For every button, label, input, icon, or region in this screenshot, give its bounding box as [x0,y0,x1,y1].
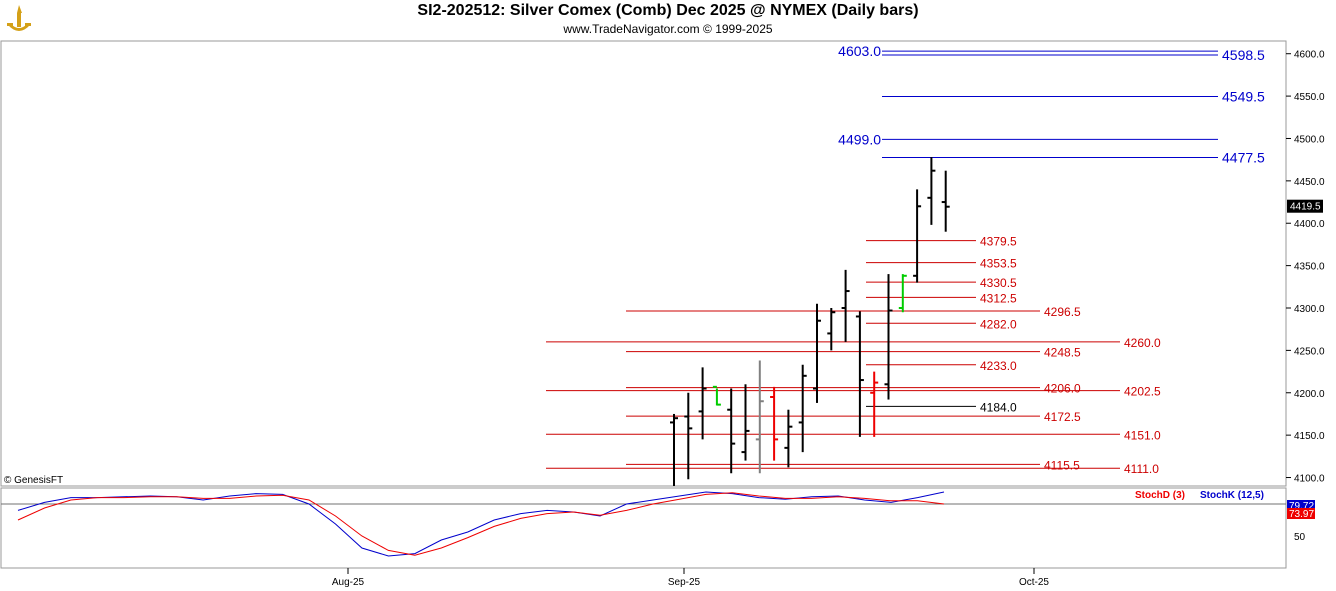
level-line: 4115.5 [626,458,1080,472]
level-line: 4296.5 [626,305,1081,319]
price-tick-label: 4500.0 [1294,134,1325,145]
price-bar [813,303,821,403]
level-label: 4151.0 [1124,428,1161,442]
price-bar [898,274,907,313]
price-bar [698,367,707,440]
price-bar [684,392,693,480]
price-bar [741,384,750,461]
last-price-marker: 4419.5 [1287,199,1323,213]
date-tick-label: Oct-25 [1019,577,1049,588]
level-label: 4184.0 [980,400,1017,414]
stoch-k-legend: StochK (12,5) [1200,490,1264,501]
level-line: 4260.0 [546,336,1161,350]
chart-title: SI2-202512: Silver Comex (Comb) Dec 2025… [417,2,919,19]
level-line: 4172.5 [626,410,1081,424]
level-line: 4151.0 [546,428,1161,442]
last-price-label: 4419.5 [1290,202,1321,213]
level-label: 4379.5 [980,235,1017,249]
stoch-tick-50: 50 [1294,532,1306,543]
price-tick-label: 4350.0 [1294,262,1325,273]
price-bar [884,274,893,400]
level-line: 4379.5 [866,235,1017,249]
price-panel [0,40,1287,487]
price-tick-label: 4400.0 [1294,219,1325,230]
level-line: 4233.0 [866,359,1017,373]
price-bar [712,385,721,406]
price-bar [670,413,678,486]
stoch-k-last: 79.72 [1289,501,1314,512]
level-line: 4499.0 [838,131,1218,147]
stoch-d-line [17,492,945,556]
price-tick-label: 4300.0 [1294,304,1325,315]
price-tick-label: 4450.0 [1294,177,1325,188]
level-label: 4598.5 [1222,47,1265,63]
level-label: 4603.0 [838,43,881,59]
level-label: 4549.5 [1222,89,1265,105]
level-label: 4296.5 [1044,305,1081,319]
price-tick-label: 4550.0 [1294,92,1325,103]
support-resistance-levels: 4603.0 4598.5 4549.5 4499.0 4477.5 4379.5 4353… [546,43,1265,476]
price-bar [941,170,950,232]
level-label: 4260.0 [1124,336,1161,350]
level-label: 4202.5 [1124,385,1161,399]
date-axis: Aug-25 Sep-25 Oct-25 [332,568,1049,588]
price-bar [913,189,922,283]
level-line: 4549.5 [882,89,1265,105]
level-label: 4111.0 [1124,462,1159,476]
level-line: 4312.5 [866,291,1017,305]
level-label: 4115.5 [1044,458,1080,472]
price-bar [784,409,793,468]
level-line: 4353.5 [866,257,1017,271]
date-tick-label: Sep-25 [668,577,701,588]
price-tick-label: 4250.0 [1294,346,1325,357]
price-bars [670,157,950,486]
price-bar [798,364,807,453]
price-tick-label: 4600.0 [1294,50,1325,61]
price-bar [841,269,850,342]
price-axis: 4100.0 4150.0 4200.0 4250.0 4300.0 4350.0 4400… [1286,50,1325,485]
chart-subtitle: www.TradeNavigator.com © 1999-2025 [563,22,773,36]
price-bar [755,360,764,474]
level-label: 4233.0 [980,359,1017,373]
level-label: 4282.0 [980,317,1017,331]
level-label: 4248.5 [1044,346,1081,360]
stoch-last-values: 79.72 73.97 [1287,500,1315,520]
level-label: 4499.0 [838,131,881,147]
level-line: 4598.5 [882,47,1265,63]
price-tick-label: 4150.0 [1294,431,1325,442]
level-line: 4206.0 [626,382,1081,396]
level-line: 4184.0 [866,400,1017,414]
level-label: 4353.5 [980,257,1017,271]
watermark: © GenesisFT [4,475,63,486]
stoch-panel [0,487,1287,569]
stochastic-lines [1,491,1286,557]
level-label: 4330.5 [980,276,1017,290]
price-tick-label: 4100.0 [1294,474,1325,485]
price-bar [870,371,879,437]
level-line: 4330.5 [866,276,1017,290]
price-bar [855,311,864,437]
level-label: 4206.0 [1044,382,1081,396]
price-bar [770,386,779,461]
stoch-d-legend: StochD (3) [1135,490,1185,501]
level-line: 4477.5 [882,150,1265,166]
level-line: 4282.0 [866,317,1017,331]
level-label: 4172.5 [1044,410,1081,424]
price-bar [727,388,736,474]
stoch-d-last: 73.97 [1289,509,1314,520]
level-label: 4312.5 [980,291,1017,305]
price-tick-label: 4200.0 [1294,389,1325,400]
price-bar [827,308,836,351]
level-line: 4111.0 [546,462,1159,476]
date-tick-label: Aug-25 [332,577,365,588]
level-line: 4202.5 [546,385,1161,399]
level-line: 4248.5 [626,346,1081,360]
level-label: 4477.5 [1222,150,1265,166]
genesis-logo-icon [7,5,31,31]
level-line: 4603.0 [838,43,1218,59]
header [0,0,1336,40]
price-bar [927,157,936,225]
